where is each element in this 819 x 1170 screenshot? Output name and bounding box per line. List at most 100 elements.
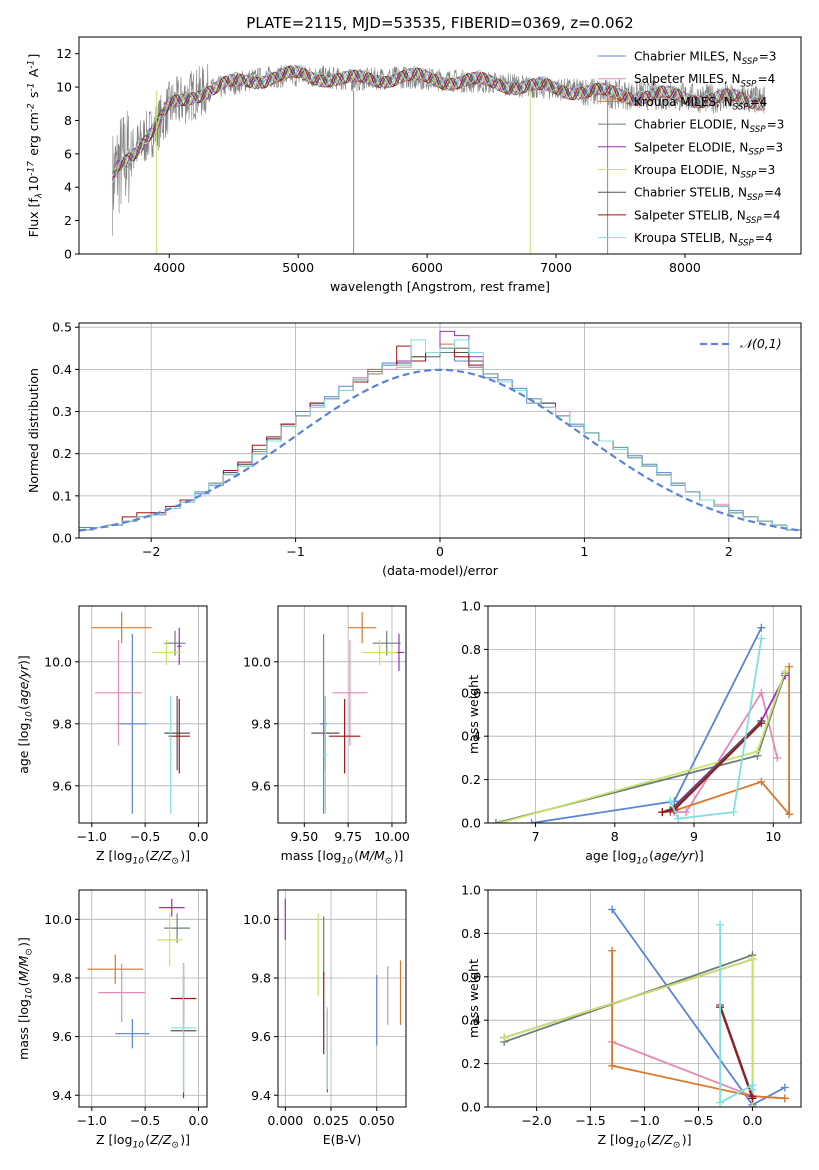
y-tick-label: 9.8: [52, 970, 72, 985]
y-tick-label: 0.0: [52, 531, 72, 546]
x-axis-label: age [log10 (age/yr)]: [585, 848, 704, 867]
text-run: M/M: [359, 848, 385, 863]
subscript: 10: [25, 987, 35, 999]
text-run: =4: [755, 231, 773, 245]
y-tick-label: 0.6: [461, 969, 481, 984]
y-tick-label: 2: [64, 213, 72, 228]
x-tick-label: 0.0: [189, 1113, 209, 1128]
text-run: (: [16, 981, 31, 986]
weight-marker: [608, 946, 617, 955]
weight-marker: [757, 777, 766, 786]
weight-marker: [785, 810, 794, 819]
y-tick-label: 0.3: [52, 404, 72, 419]
subscript: SSP: [742, 57, 759, 67]
weight-marker: [729, 808, 738, 817]
text-run: Flux [f: [26, 198, 41, 238]
weight-marker: [753, 747, 762, 756]
x-tick-label: 0.050: [359, 1113, 395, 1128]
axes-frame: [277, 605, 407, 824]
subscript: 10: [132, 1141, 144, 1151]
text-run: age [log: [585, 848, 636, 863]
model-spectrum: [112, 64, 765, 183]
y-tick-label: 0.4: [52, 362, 72, 377]
text-run: age/yr: [654, 848, 695, 863]
text-run: =4: [750, 95, 768, 109]
text-run: 𝒩(0,1): [740, 336, 782, 351]
x-tick-label: −0.5: [130, 829, 160, 844]
x-tick-label: −1.0: [629, 1113, 659, 1128]
axes-frame: [277, 889, 407, 1108]
superscript: -17: [26, 161, 36, 176]
y-tick-label: 0.2: [461, 772, 481, 787]
text-run: 10: [26, 176, 41, 192]
x-tick-label: 8000: [669, 260, 701, 275]
y-axis-label: mass weight: [466, 959, 481, 1038]
text-run: age/yr: [16, 664, 31, 705]
axes-frame: [78, 36, 802, 255]
x-axis-label: Z [log10 (Z/Z⊙ )]: [598, 1132, 692, 1151]
text-run: )]: [694, 848, 704, 863]
text-run: (: [16, 705, 31, 710]
weight-marker: [608, 1061, 617, 1070]
weight-marker: [666, 797, 675, 806]
text-run: =4: [764, 186, 782, 200]
spectrum-lines: [112, 64, 766, 254]
text-run: )]: [16, 937, 31, 947]
x-tick-label: −2: [142, 544, 160, 559]
y-tick-label: 0.8: [461, 926, 481, 941]
text-run: A: [26, 68, 41, 81]
text-run: Kroupa MILES, N: [634, 95, 733, 109]
subscript: SSP: [741, 80, 758, 90]
weight-line: [670, 666, 790, 817]
model-spectrum: [112, 65, 766, 175]
weight-vs-metallicity: [488, 889, 801, 1108]
y-axis-label: Flux [fλ 10-17 erg cm-2 s-1 A-1 ]: [26, 54, 45, 238]
text-run: )]: [394, 848, 404, 863]
y-tick-label: 10.0: [243, 654, 271, 669]
y-tick-label: 0.6: [461, 685, 481, 700]
text-run: mass weight: [466, 675, 481, 754]
weight-marker: [780, 1094, 789, 1103]
text-run: PLATE=2115, MJD=53535, FIBERID=0369, z=0…: [246, 14, 633, 32]
text-run: s: [26, 91, 41, 102]
subscript: 10: [25, 711, 35, 723]
x-axis-label: mass [log10 (M/M⊙ )]: [281, 848, 404, 867]
text-run: )]: [180, 1132, 190, 1147]
x-axis-label: Z [log10 (Z/Z⊙ )]: [96, 848, 190, 867]
subscript: SSP: [746, 216, 763, 226]
y-tick-label: 9.8: [251, 716, 271, 731]
weight-marker: [757, 719, 766, 728]
legend-label: Chabrier STELIB, NSSP =4: [634, 186, 782, 203]
histogram-series: [79, 339, 801, 531]
weight-line: [503, 953, 754, 1107]
x-tick-label: −1.0: [77, 1113, 107, 1128]
errorbars: [311, 612, 405, 814]
x-axis-label: wavelength [Angstrom, rest frame]: [330, 279, 550, 294]
legend-label: Salpeter MILES, NSSP =4: [634, 72, 775, 89]
errorbars: [284, 898, 402, 1093]
subscript: SSP: [748, 148, 765, 158]
text-run: =4: [758, 72, 776, 86]
text-run: Z/Z: [651, 1132, 674, 1147]
figure-title: PLATE=2115, MJD=53535, FIBERID=0369, z=0…: [246, 14, 633, 32]
y-axis-label: Normed distribution: [26, 368, 41, 493]
subscript: SSP: [750, 125, 767, 135]
x-tick-label: 9: [690, 829, 698, 844]
weight-line: [674, 690, 779, 813]
legend-label: Salpeter STELIB, NSSP =4: [634, 208, 780, 225]
x-tick-label: 0.0: [742, 1113, 762, 1128]
text-run: Salpeter ELODIE, N: [634, 140, 748, 154]
weight-marker: [757, 688, 766, 697]
subscript: 10: [132, 857, 144, 867]
y-tick-label: 10.0: [44, 654, 72, 669]
x-tick-label: −1.5: [575, 1113, 605, 1128]
subscript: ⊙: [673, 1141, 681, 1151]
x-tick-label: 7000: [540, 260, 572, 275]
text-run: (: [354, 848, 359, 863]
errorbars: [91, 612, 190, 814]
y-tick-label: 9.6: [52, 1029, 72, 1044]
weight-vs-age: [488, 605, 801, 824]
normal-reference-curve: [79, 368, 801, 532]
x-tick-label: 1: [580, 544, 588, 559]
x-tick-label: 4000: [153, 260, 185, 275]
